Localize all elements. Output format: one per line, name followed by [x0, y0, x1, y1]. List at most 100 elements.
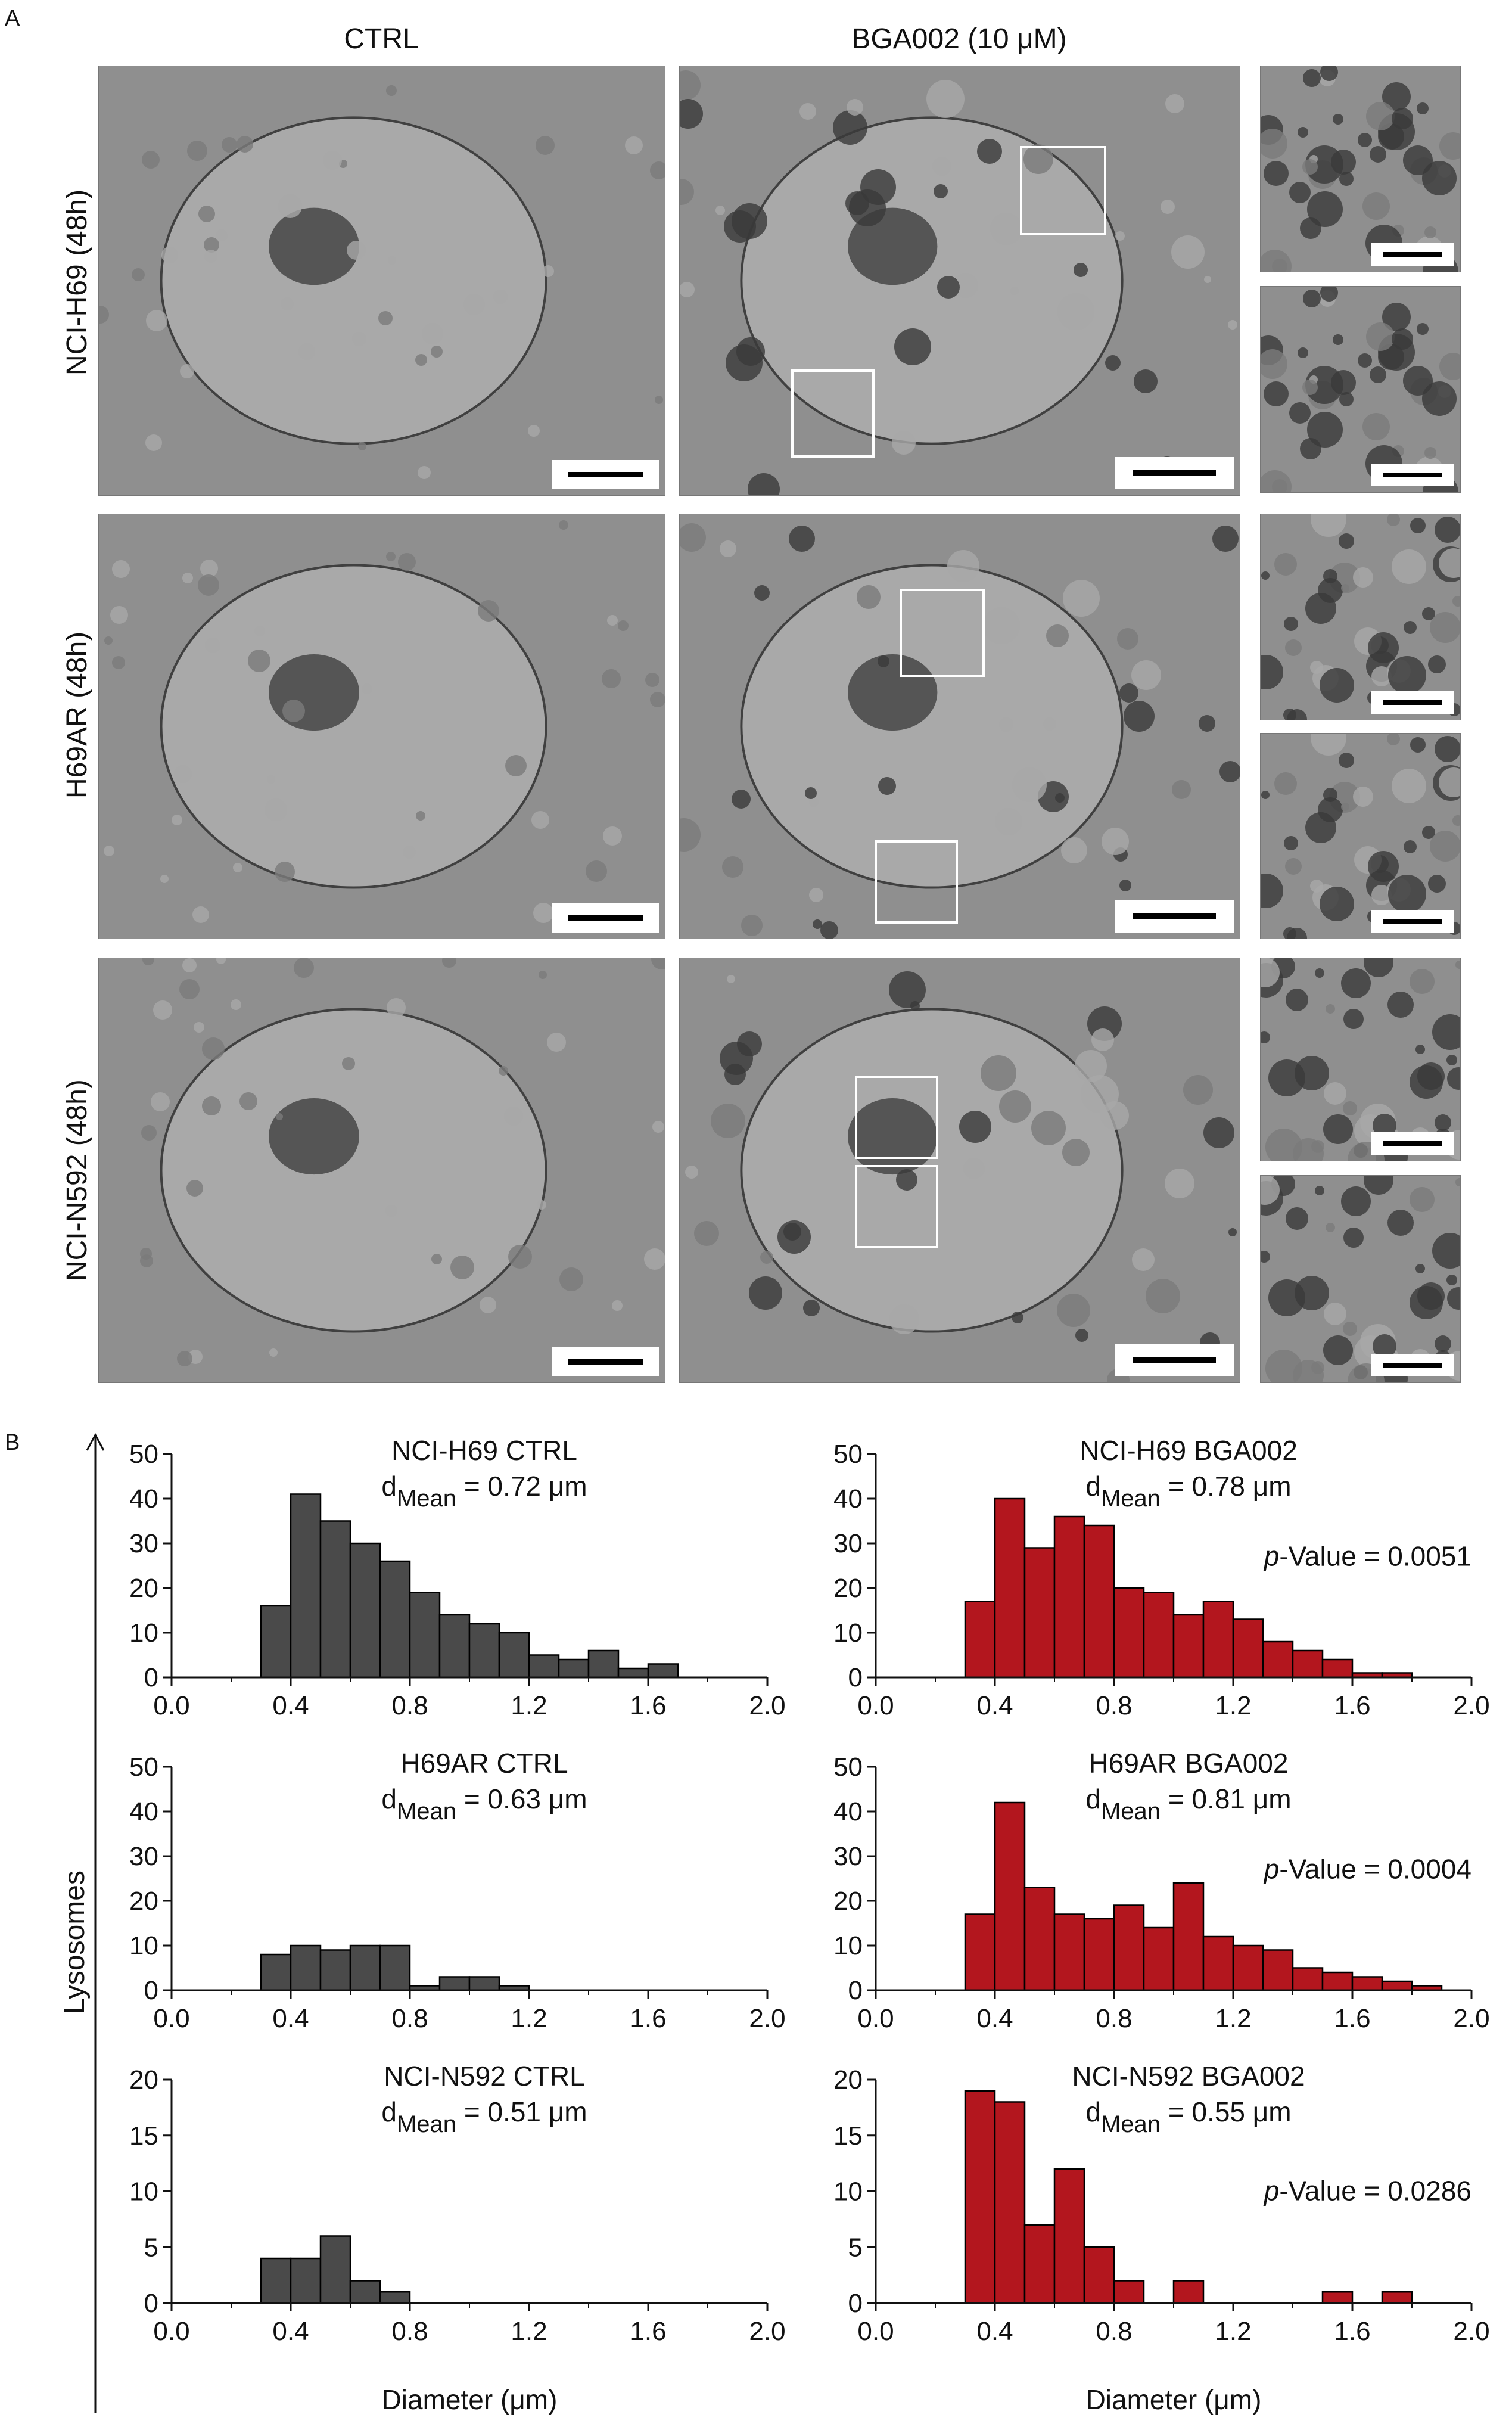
histogram-bar — [1113, 1587, 1145, 1679]
x-tick-label: 2.0 — [1453, 2317, 1489, 2346]
histogram-bar — [349, 1944, 381, 1991]
x-tick-label: 0.4 — [272, 2317, 309, 2346]
x-tick-label: 0.4 — [976, 2317, 1013, 2346]
x-tick-label: 1.2 — [511, 1691, 547, 1720]
y-tick-label: 20 — [129, 1574, 158, 1603]
histogram-bar — [1053, 1913, 1085, 1991]
mean-diameter-label: dMean = 0.78 μm — [1085, 1471, 1291, 1512]
histogram-bar — [290, 1944, 322, 1991]
x-tick-label: 0.0 — [153, 1691, 189, 1720]
x-tick-label: 0.8 — [1096, 2004, 1132, 2033]
histogram-bar — [1023, 2224, 1056, 2304]
histogram-bar — [994, 2101, 1026, 2304]
y-tick-label: 0 — [144, 2289, 158, 2318]
scale-bar — [1371, 1132, 1454, 1155]
y-tick-label: 30 — [833, 1842, 863, 1871]
scale-bar — [1371, 464, 1454, 486]
x-tick-label: 1.6 — [1334, 2004, 1370, 2033]
histogram-bar — [964, 1601, 996, 1679]
column-label-ctrl: CTRL — [344, 23, 419, 55]
x-tick-label: 2.0 — [749, 2004, 785, 2033]
histogram-bar — [1321, 2291, 1354, 2304]
histogram-3: 0.0 0.4 0.8 1.2 1.6 2.0 0 10 20 30 40 50 H69AR BGA00… — [833, 1748, 1490, 2033]
x-tick-label: 0.8 — [391, 1691, 428, 1720]
histogram-bar — [349, 1542, 381, 1679]
x-tick-label: 0.4 — [272, 2004, 309, 2033]
histogram-bar — [1232, 1618, 1264, 1679]
histogram-bar — [1172, 1614, 1205, 1679]
y-tick-label: 20 — [833, 2065, 863, 2095]
y-tick-label: 10 — [129, 2177, 158, 2207]
micrograph-zoom-nci-n592-1 — [1260, 958, 1461, 1161]
histogram-bar — [379, 2291, 411, 2304]
histogram-bar — [1113, 2280, 1145, 2304]
scale-bar — [1115, 900, 1234, 933]
p-value-label: p-Value = 0.0286 — [1263, 2176, 1471, 2207]
zoom-region-box — [900, 589, 985, 677]
histogram-bar — [319, 1520, 351, 1679]
histogram-bar — [1321, 1658, 1354, 1679]
y-tick-label: 10 — [129, 1931, 158, 1960]
mean-diameter-label: dMean = 0.55 μm — [1085, 2096, 1291, 2137]
x-tick-label: 0.0 — [857, 2317, 894, 2346]
x-tick-label: 1.2 — [511, 2317, 547, 2346]
row-label-nci-n592: NCI-N592 (48h) — [61, 1079, 93, 1281]
histogram-bar — [1381, 1980, 1413, 1991]
y-axis-arrow — [86, 1432, 105, 2413]
scale-bar — [1371, 243, 1454, 266]
histogram-bar — [498, 1632, 530, 1679]
histogram-bar — [468, 1623, 500, 1679]
y-tick-label: 0 — [848, 1976, 863, 2005]
mean-diameter-label: dMean = 0.63 μm — [381, 1783, 587, 1825]
y-tick-label: 10 — [833, 1931, 863, 1960]
histogram-bar — [1351, 1976, 1383, 1991]
y-tick-label: 20 — [833, 1574, 863, 1603]
histogram-bar — [1083, 2246, 1115, 2304]
x-tick-label: 0.8 — [1096, 2317, 1132, 2346]
panel-a-label: A — [5, 6, 20, 31]
histogram-bar — [587, 1649, 620, 1679]
histogram-bar — [379, 1944, 411, 1991]
histogram-bar — [319, 1949, 351, 1991]
mean-diameter-label: dMean = 0.72 μm — [381, 1471, 587, 1512]
x-tick-label: 0.8 — [391, 2317, 428, 2346]
y-tick-label: 15 — [833, 2121, 863, 2151]
histogram-2: 0.0 0.4 0.8 1.2 1.6 2.0 0 10 20 30 40 50 H69AR CTRL d… — [129, 1748, 786, 2033]
x-tick-label: 0.8 — [391, 2004, 428, 2033]
y-tick-label: 0 — [144, 1976, 158, 2005]
mean-diameter-label: dMean = 0.81 μm — [1085, 1783, 1291, 1825]
histogram-bar — [319, 2235, 351, 2304]
histogram-4: 0.0 0.4 0.8 1.2 1.6 2.0 0 5 10 15 20 NCI-N592 CTRL d… — [129, 2061, 786, 2346]
x-tick-label: 1.6 — [1334, 1691, 1370, 1720]
y-tick-label: 20 — [833, 1887, 863, 1916]
histogram-bar — [260, 1953, 292, 1991]
histogram-bar — [1143, 1926, 1175, 1991]
histogram-bar — [1172, 2280, 1205, 2304]
histogram-bar — [468, 1976, 500, 1991]
histogram-bar — [994, 1801, 1026, 1991]
x-tick-label: 1.2 — [1215, 1691, 1251, 1720]
y-tick-label: 10 — [833, 1618, 863, 1648]
micrograph-ctrl-h69ar — [98, 514, 665, 939]
micrograph-zoom-h69ar-1 — [1260, 514, 1461, 720]
y-tick-label: 40 — [833, 1484, 863, 1514]
histogram-5: 0.0 0.4 0.8 1.2 1.6 2.0 0 5 10 15 20 NCI-N592 BGA00… — [833, 2061, 1490, 2346]
histogram-bar — [1292, 1967, 1324, 1991]
y-tick-label: 40 — [833, 1797, 863, 1826]
micrograph-bga002-h69ar — [679, 514, 1240, 939]
histogram-bar — [379, 1560, 411, 1679]
histogram-bar — [290, 2257, 322, 2304]
histogram-bar — [1262, 1949, 1294, 1991]
x-tick-label: 0.0 — [857, 2004, 894, 2033]
histogram-bar — [1292, 1649, 1324, 1679]
micrograph-bga002-nci-n592 — [679, 958, 1240, 1383]
histogram-bar — [1023, 1887, 1056, 1991]
histogram-bar — [438, 1976, 471, 1991]
y-tick-label: 15 — [129, 2121, 158, 2151]
panel-b-label: B — [5, 1430, 20, 1455]
y-tick-label: 5 — [144, 2233, 158, 2262]
micrograph-zoom-nci-h69-2 — [1260, 286, 1461, 493]
x-tick-label: 0.0 — [153, 2317, 189, 2346]
micrograph-ctrl-nci-h69 — [98, 66, 665, 496]
micrograph-bga002-nci-h69 — [679, 66, 1240, 496]
